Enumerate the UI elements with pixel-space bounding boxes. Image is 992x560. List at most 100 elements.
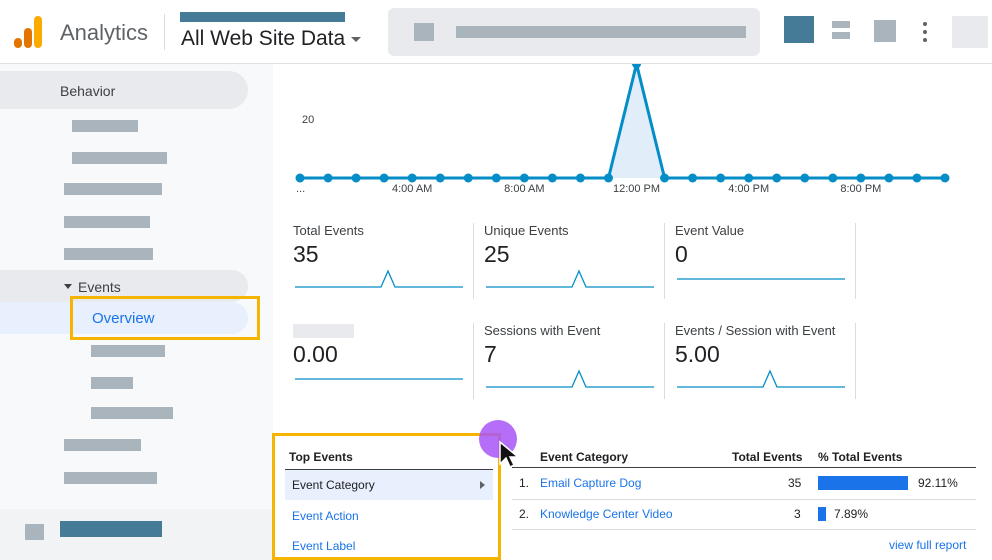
table-row-divider bbox=[512, 529, 976, 530]
x-tick-label: 12:00 PM bbox=[613, 183, 660, 195]
row-category-link[interactable]: Knowledge Center Video bbox=[540, 507, 673, 521]
data-point[interactable] bbox=[519, 173, 529, 183]
sidebar-item-label: Overview bbox=[92, 310, 155, 327]
help-icon[interactable] bbox=[874, 20, 896, 42]
row-pct: 92.11% bbox=[918, 476, 958, 490]
data-point[interactable] bbox=[688, 173, 698, 183]
column-header-pct-total-events[interactable]: % Total Events bbox=[818, 450, 903, 464]
metric-value: 25 bbox=[484, 241, 510, 267]
row-index: 2. bbox=[519, 507, 530, 521]
sidebar-item-redacted[interactable] bbox=[64, 248, 153, 260]
header-divider bbox=[164, 14, 165, 50]
column-header-event-category[interactable]: Event Category bbox=[540, 450, 629, 464]
view-title: All Web Site Data bbox=[181, 27, 346, 50]
apps-icon[interactable] bbox=[784, 16, 814, 43]
sidebar: Behavior Events Overview bbox=[0, 64, 273, 560]
events-line-chart: 20... 4:00 AM 8:00 AM 12:00 PM 4:00 PM 8:00 P… bbox=[295, 64, 950, 195]
sidebar-item-redacted[interactable] bbox=[91, 377, 133, 389]
metric-value: 0 bbox=[675, 241, 688, 267]
data-point[interactable] bbox=[407, 173, 417, 183]
data-point[interactable] bbox=[912, 173, 922, 183]
chevron-right-icon bbox=[480, 481, 485, 489]
sidebar-item-redacted[interactable] bbox=[64, 216, 150, 228]
sidebar-item-overview[interactable] bbox=[0, 302, 248, 334]
x-tick-label: 8:00 PM bbox=[840, 183, 881, 195]
data-point[interactable] bbox=[660, 173, 670, 183]
data-point[interactable] bbox=[351, 173, 361, 183]
data-point[interactable] bbox=[772, 173, 782, 183]
sidebar-footer-label-redacted[interactable] bbox=[60, 521, 162, 537]
data-point[interactable] bbox=[603, 173, 613, 183]
row-category-link[interactable]: Email Capture Dog bbox=[540, 476, 642, 490]
data-point[interactable] bbox=[940, 173, 950, 183]
metric-divider bbox=[473, 323, 474, 399]
data-point[interactable] bbox=[716, 173, 726, 183]
data-point[interactable] bbox=[800, 173, 810, 183]
data-point[interactable] bbox=[547, 173, 557, 183]
data-point[interactable] bbox=[323, 173, 333, 183]
metric-label: Event Value bbox=[675, 223, 745, 238]
metric-card[interactable]: Total Events 35 bbox=[293, 223, 473, 303]
search-icon bbox=[414, 23, 434, 41]
metric-card[interactable]: Unique Events 25 bbox=[484, 223, 664, 303]
metric-sparkline bbox=[486, 369, 654, 388]
metric-sparkline bbox=[295, 378, 463, 380]
data-point[interactable] bbox=[379, 173, 389, 183]
metric-divider bbox=[855, 323, 856, 399]
pct-bar bbox=[818, 507, 826, 521]
data-point[interactable] bbox=[575, 173, 585, 183]
top-events-item-event-action[interactable]: Event Action bbox=[292, 509, 359, 523]
series-line bbox=[300, 64, 945, 180]
avatar[interactable] bbox=[952, 16, 988, 48]
x-tick-label: 4:00 PM bbox=[728, 183, 769, 195]
sidebar-item-behavior[interactable] bbox=[0, 71, 248, 109]
sidebar-item-redacted[interactable] bbox=[64, 183, 162, 195]
row-total: 3 bbox=[794, 507, 801, 521]
sidebar-item-redacted[interactable] bbox=[72, 152, 167, 164]
data-point[interactable] bbox=[435, 173, 445, 183]
admin-gear-icon[interactable] bbox=[25, 524, 44, 540]
metric-divider bbox=[855, 223, 856, 299]
search-bar[interactable] bbox=[388, 8, 760, 56]
y-tick-label: 20 bbox=[302, 114, 314, 126]
table-row-divider bbox=[512, 499, 976, 500]
data-point[interactable] bbox=[856, 173, 866, 183]
top-events-panel: Top Events Event Category Event Action E… bbox=[272, 433, 501, 560]
table-header-rule bbox=[512, 467, 976, 468]
metric-label: Sessions with Event bbox=[484, 323, 601, 338]
view-full-report-link[interactable]: view full report bbox=[889, 538, 967, 552]
data-point[interactable] bbox=[295, 173, 305, 183]
x-tick-label: 4:00 AM bbox=[392, 183, 432, 195]
top-events-item-event-category[interactable]: Event Category bbox=[285, 470, 493, 500]
data-point[interactable] bbox=[828, 173, 838, 183]
metric-card[interactable]: Sessions with Event 7 bbox=[484, 323, 664, 403]
metric-card[interactable]: Events / Session with Event 5.00 bbox=[675, 323, 855, 403]
x-tick-label: 8:00 AM bbox=[504, 183, 544, 195]
column-header-total-events[interactable]: Total Events bbox=[732, 450, 803, 464]
sidebar-item-redacted[interactable] bbox=[72, 120, 138, 132]
x-tick-label: ... bbox=[296, 183, 305, 195]
data-point[interactable] bbox=[744, 173, 754, 183]
metric-sparkline bbox=[677, 369, 845, 388]
sidebar-item-redacted[interactable] bbox=[91, 407, 173, 419]
more-options-icon[interactable] bbox=[921, 21, 929, 43]
data-point[interactable] bbox=[884, 173, 894, 183]
sidebar-item-redacted[interactable] bbox=[64, 439, 141, 451]
account-name-redacted[interactable] bbox=[180, 12, 345, 22]
row-index: 1. bbox=[519, 476, 530, 490]
analytics-logo-icon[interactable] bbox=[14, 16, 44, 48]
data-point[interactable] bbox=[632, 64, 642, 69]
view-selector[interactable]: All Web Site Data bbox=[181, 27, 362, 51]
sidebar-item-redacted[interactable] bbox=[64, 472, 157, 484]
metric-card[interactable]: Event Value 0 bbox=[675, 223, 855, 303]
top-events-item-event-label[interactable]: Event Label bbox=[292, 539, 356, 553]
data-point[interactable] bbox=[463, 173, 473, 183]
metric-divider bbox=[473, 223, 474, 299]
sparkline-path bbox=[677, 369, 845, 388]
metric-card[interactable]: 0.00 bbox=[293, 323, 473, 403]
metric-value: 35 bbox=[293, 241, 319, 267]
sidebar-item-redacted[interactable] bbox=[91, 345, 165, 357]
notifications-icon[interactable] bbox=[832, 20, 850, 40]
data-point[interactable] bbox=[491, 173, 501, 183]
sidebar-item-label: Events bbox=[78, 279, 121, 295]
